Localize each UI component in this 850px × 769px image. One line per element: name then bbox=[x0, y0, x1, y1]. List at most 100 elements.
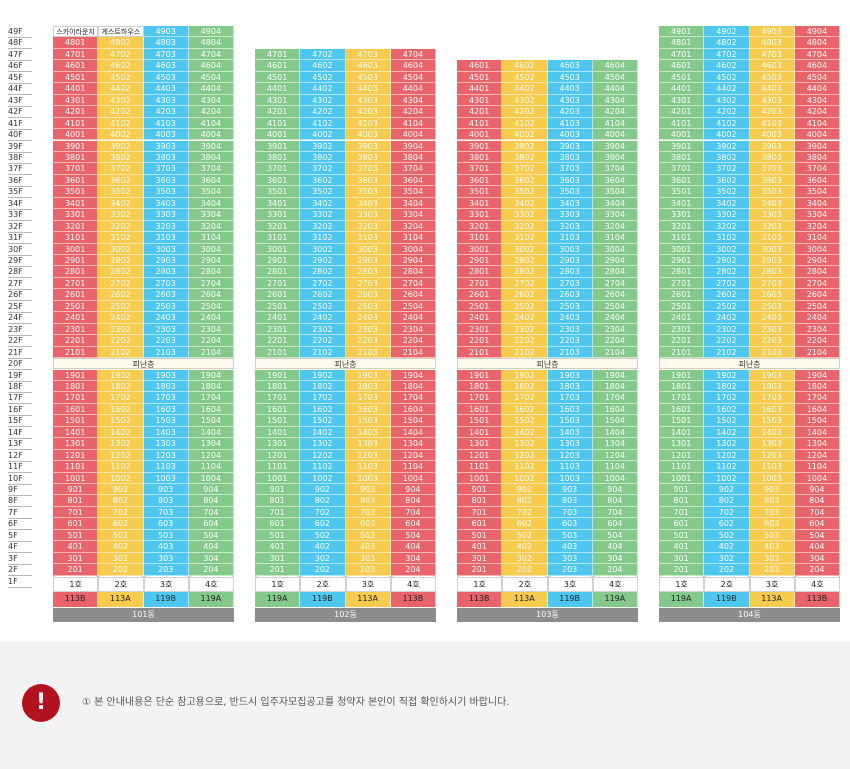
unit-cell: 1904 bbox=[188, 369, 234, 381]
unit-cell: 1702 bbox=[300, 392, 346, 404]
unit-cell: 2603 bbox=[143, 289, 189, 301]
unit-cell: 804 bbox=[592, 495, 638, 507]
floor-label: 12F bbox=[8, 450, 32, 462]
unit-cell: 1604 bbox=[592, 403, 638, 416]
floor-label: 29F bbox=[8, 255, 32, 267]
unit-cell: 1804 bbox=[794, 380, 840, 393]
floor-label: 11F bbox=[8, 461, 32, 474]
unit-cell: 1401 bbox=[53, 426, 99, 439]
unit-cell: 403 bbox=[749, 541, 795, 553]
unit-cell: 601 bbox=[53, 518, 99, 530]
unit-cell: 2303 bbox=[749, 323, 795, 336]
ho-label: 2호 bbox=[300, 577, 346, 592]
unit-cell: 1703 bbox=[345, 392, 391, 404]
floor-label: 6F bbox=[8, 518, 32, 531]
unit-cell: 3304 bbox=[794, 209, 840, 221]
unit-cell: 1304 bbox=[592, 438, 638, 450]
unit-cell: 1603 bbox=[547, 403, 593, 416]
unit-cell: 1502 bbox=[98, 415, 144, 427]
unit-cell: 1603 bbox=[345, 403, 391, 416]
unit-cell: 1104 bbox=[390, 461, 436, 473]
unit-cell: 1302 bbox=[98, 438, 144, 450]
unit-cell: 3102 bbox=[98, 232, 144, 244]
unit-cell: 2604 bbox=[390, 289, 436, 301]
unit-cell: 4703 bbox=[345, 48, 391, 61]
unit-cell: 2603 bbox=[547, 289, 593, 301]
unit-cell: 2302 bbox=[704, 323, 750, 336]
building-name: 102동 bbox=[255, 608, 436, 622]
unit-cell: 3603 bbox=[749, 174, 795, 187]
unit-cell: 2503 bbox=[547, 300, 593, 313]
ho-label: 3호 bbox=[143, 577, 189, 592]
unit-cell: 1003 bbox=[143, 472, 189, 484]
unit-cell: 3303 bbox=[547, 209, 593, 221]
unit-cell: 303 bbox=[749, 552, 795, 565]
unit-cell: 1703 bbox=[143, 392, 189, 404]
unit-cell: 2201 bbox=[53, 335, 99, 347]
floor-label: 8F bbox=[8, 495, 32, 508]
unit-cell: 2503 bbox=[345, 300, 391, 313]
unit-cell: 1103 bbox=[345, 461, 391, 473]
unit-cell: 3301 bbox=[457, 209, 503, 221]
unit-cell: 302 bbox=[704, 552, 750, 565]
unit-cell: 504 bbox=[390, 529, 436, 542]
unit-cell: 4302 bbox=[300, 94, 346, 107]
unit-cell: 3902 bbox=[704, 140, 750, 152]
unit-cell: 3803 bbox=[345, 151, 391, 164]
unit-cell: 1901 bbox=[659, 369, 705, 381]
unit-cell: 1002 bbox=[502, 472, 548, 484]
unit-cell: 1002 bbox=[704, 472, 750, 484]
unit-cell: 2102 bbox=[300, 346, 346, 359]
unit-cell: 3801 bbox=[659, 151, 705, 164]
unit-cell: 1903 bbox=[749, 369, 795, 381]
refuge-floor: 피난층 bbox=[53, 358, 234, 370]
unit-cell: 3601 bbox=[457, 174, 503, 187]
unit-cell: 204 bbox=[592, 564, 638, 576]
unit-cell: 2303 bbox=[345, 323, 391, 336]
unit-cell: 3403 bbox=[547, 197, 593, 210]
unit-cell: 4402 bbox=[502, 83, 548, 95]
unit-cell: 3503 bbox=[345, 186, 391, 198]
unit-cell: 1202 bbox=[98, 449, 144, 462]
unit-cell: 3904 bbox=[188, 140, 234, 152]
unit-cell: 1904 bbox=[592, 369, 638, 381]
unit-cell: 4701 bbox=[255, 48, 301, 61]
unit-cell: 1004 bbox=[794, 472, 840, 484]
unit-cell: 2502 bbox=[300, 300, 346, 313]
unit-cell: 4703 bbox=[749, 48, 795, 61]
unit-cell: 3904 bbox=[390, 140, 436, 152]
unit-cell: 2204 bbox=[794, 335, 840, 347]
unit-type: 119B bbox=[547, 592, 593, 607]
unit-cell: 3904 bbox=[592, 140, 638, 152]
unit-cell: 4201 bbox=[457, 106, 503, 118]
unit-cell: 4103 bbox=[345, 117, 391, 130]
unit-cell: 404 bbox=[390, 541, 436, 553]
unit-cell: 1704 bbox=[592, 392, 638, 404]
unit-cell: 304 bbox=[592, 552, 638, 565]
unit-cell: 3504 bbox=[794, 186, 840, 198]
unit-cell: 4003 bbox=[547, 129, 593, 141]
unit-cell: 704 bbox=[188, 506, 234, 519]
unit-cell: 4302 bbox=[98, 94, 144, 107]
unit-cell: 4501 bbox=[53, 71, 99, 84]
floor-label: 32F bbox=[8, 221, 32, 233]
unit-cell: 2203 bbox=[547, 335, 593, 347]
unit-cell: 2103 bbox=[345, 346, 391, 359]
ho-label: 3호 bbox=[749, 577, 795, 592]
unit-cell: 2704 bbox=[390, 277, 436, 290]
unit-cell: 3901 bbox=[659, 140, 705, 152]
unit-cell: 4403 bbox=[345, 83, 391, 95]
unit-cell: 4204 bbox=[390, 106, 436, 118]
unit-cell: 1002 bbox=[98, 472, 144, 484]
floor-label: 35F bbox=[8, 186, 32, 199]
unit-cell: 3504 bbox=[592, 186, 638, 198]
unit-cell: 4503 bbox=[345, 71, 391, 84]
unit-cell: 603 bbox=[143, 518, 189, 530]
unit-cell: 601 bbox=[659, 518, 705, 530]
unit-cell: 4803 bbox=[143, 37, 189, 49]
unit-cell: 1204 bbox=[188, 449, 234, 462]
unit-cell: 2501 bbox=[457, 300, 503, 313]
unit-cell: 4004 bbox=[390, 129, 436, 141]
unit-cell: 1202 bbox=[300, 449, 346, 462]
unit-cell: 4701 bbox=[659, 48, 705, 61]
